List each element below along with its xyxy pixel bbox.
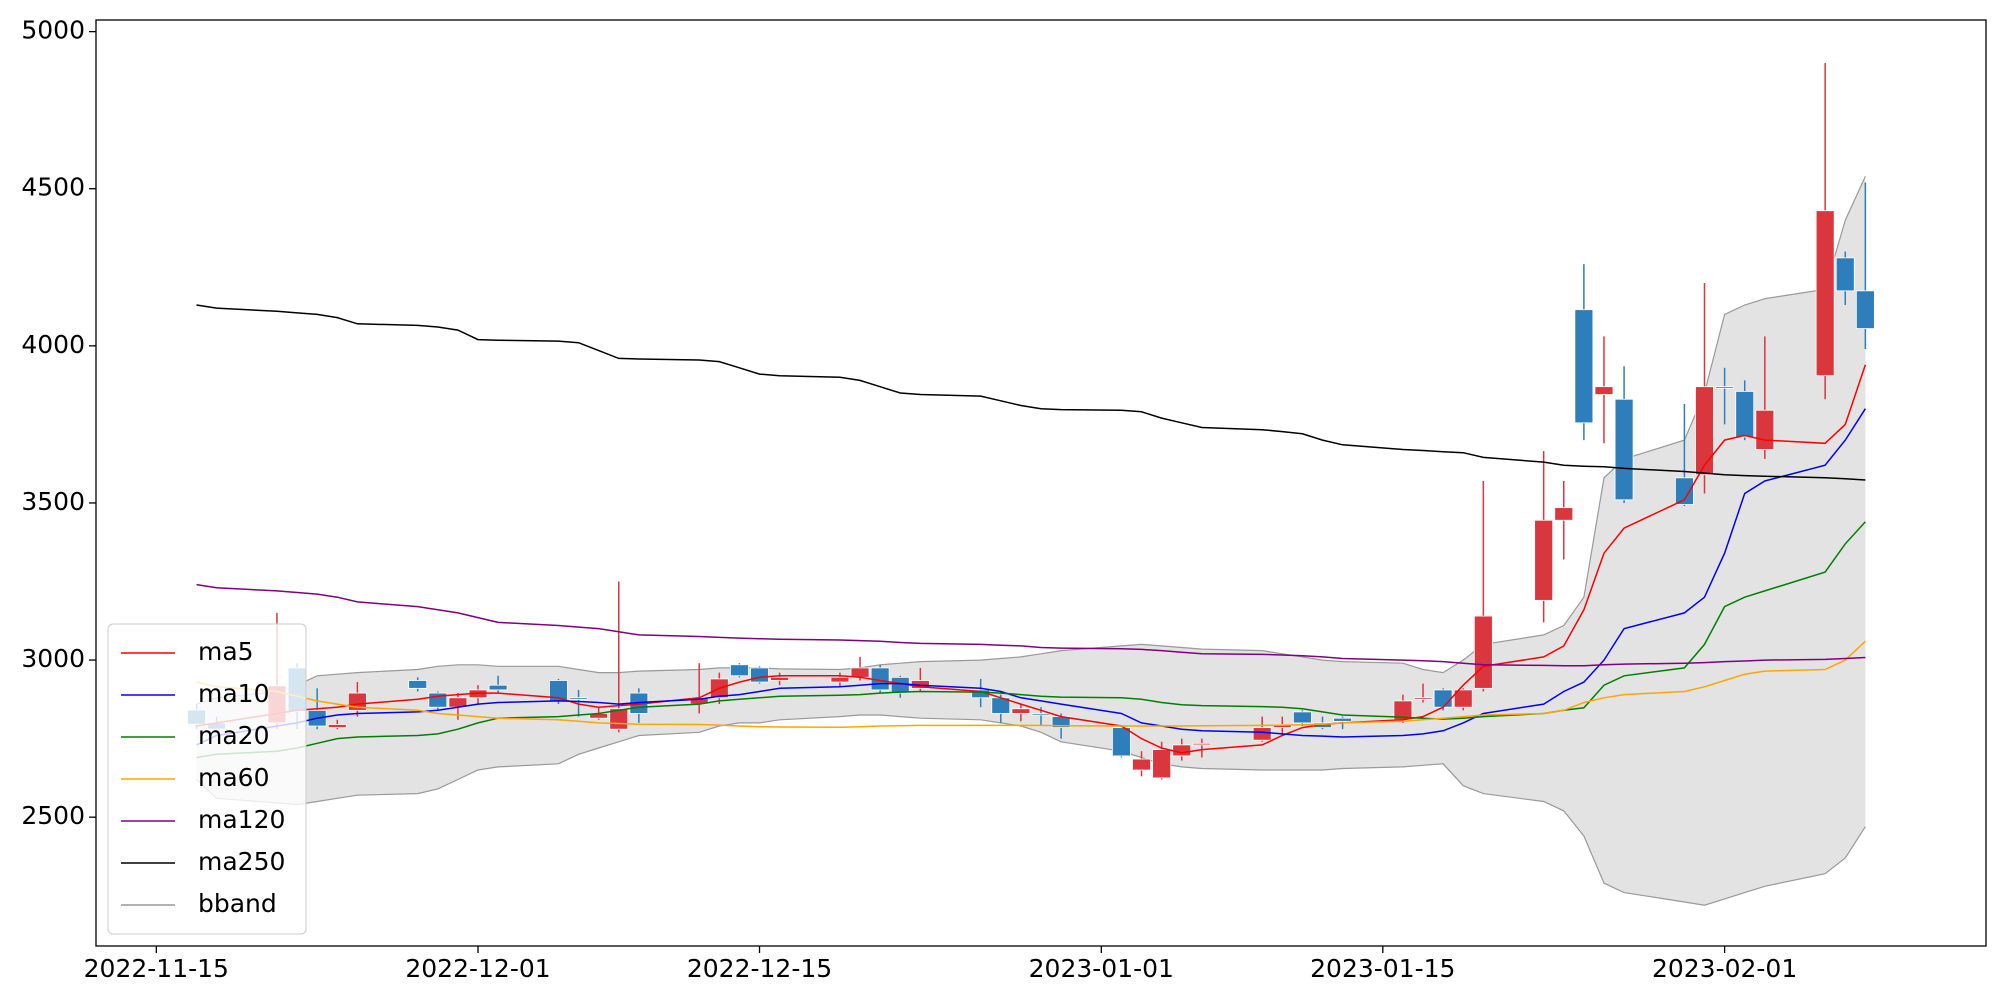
candle-body (1695, 386, 1714, 476)
candle-body (408, 680, 428, 689)
band-edge (196, 175, 1866, 705)
legend-label: ma60 (198, 763, 269, 792)
ma-line (196, 521, 1866, 759)
candle-body (1675, 477, 1694, 505)
candle-body (1574, 309, 1594, 424)
y-tick-label: 4500 (21, 173, 85, 202)
band-fill (196, 176, 1866, 906)
legend-label: bband (198, 889, 277, 918)
candle-body (770, 676, 790, 681)
candle-body (850, 667, 870, 678)
candle-body (1614, 398, 1634, 501)
candle-body (1011, 708, 1031, 714)
x-tick-label: 2023-01-15 (1310, 954, 1455, 983)
x-tick-label: 2022-12-15 (687, 954, 832, 983)
candle-body (1172, 744, 1192, 757)
candle-body (1152, 749, 1172, 779)
ma-line (196, 408, 1867, 746)
candle-body (1815, 210, 1835, 377)
candle-body (1715, 386, 1735, 389)
ma-line (196, 364, 1867, 754)
candle-body (1252, 727, 1272, 741)
candle-body (1192, 742, 1212, 746)
y-tick-label: 3500 (21, 487, 85, 516)
candle-body (1031, 713, 1051, 716)
candle-body (1835, 257, 1855, 292)
candle-body (1534, 519, 1554, 601)
candle-body (1473, 615, 1493, 689)
candle-body (488, 684, 508, 691)
legend-label: ma250 (198, 847, 285, 876)
candle-body (1292, 711, 1312, 724)
candle-body (1594, 386, 1614, 395)
candle-body (1855, 290, 1875, 329)
candle-body (1112, 727, 1131, 757)
legend-label: ma20 (198, 721, 269, 750)
candle-body (1132, 758, 1151, 771)
x-tick-label: 2023-01-01 (1029, 954, 1174, 983)
ma-line (196, 640, 1866, 729)
y-tick-label: 2500 (21, 801, 85, 830)
legend-box (107, 623, 307, 935)
band-edge (196, 714, 1866, 906)
candle-body (1333, 717, 1352, 722)
plot-frame (95, 19, 1987, 947)
ma-line (196, 304, 1866, 481)
candle-body (1433, 689, 1453, 708)
x-tick-label: 2023-02-01 (1652, 954, 1797, 983)
ma-line (196, 583, 1866, 667)
candle-body (830, 676, 850, 683)
candle-body (327, 724, 347, 729)
y-tick-label: 3000 (21, 644, 85, 673)
y-tick-label: 5000 (21, 16, 85, 45)
x-tick-label: 2022-12-01 (405, 954, 550, 983)
legend-label: ma10 (198, 679, 269, 708)
candle-body (1735, 391, 1755, 438)
y-tick-label: 4000 (21, 330, 85, 359)
candle-body (750, 667, 769, 683)
plot-area (187, 63, 1875, 906)
candle-body (1413, 697, 1433, 700)
candle-body (730, 664, 749, 677)
x-tick-label: 2022-11-15 (84, 954, 229, 983)
candle-body (1755, 409, 1775, 450)
candle-body (1453, 689, 1473, 708)
legend-label: ma120 (198, 805, 285, 834)
candle-body (569, 697, 588, 700)
legend-label: ma5 (198, 637, 254, 666)
candle-body (1554, 507, 1574, 521)
